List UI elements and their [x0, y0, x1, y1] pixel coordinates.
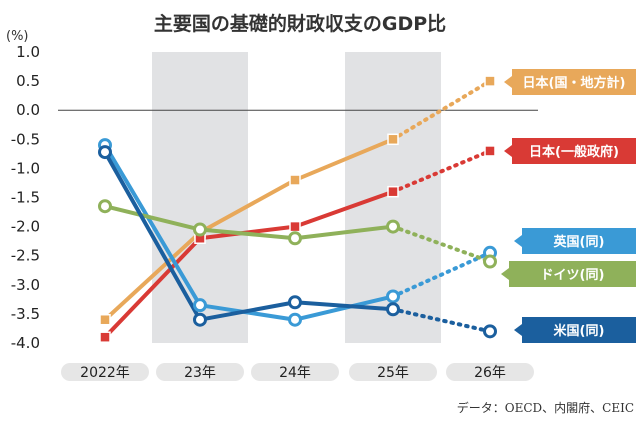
source-note: データ：OECD、内閣府、CEIC: [457, 400, 634, 415]
data-point: [288, 231, 302, 246]
y-tick-label: -1.0: [11, 159, 40, 177]
series-projection-line: [391, 250, 492, 299]
series-projection-line: [391, 307, 492, 334]
series-label: ドイツ(同): [541, 268, 605, 283]
series-tag-pointer: [504, 76, 512, 88]
series-label: 日本(一般政府): [529, 144, 619, 160]
data-point: [98, 145, 112, 160]
x-tick-label: 24年: [279, 365, 311, 381]
y-tick-label: -2.0: [11, 218, 40, 236]
x-tick-label: 25年: [377, 365, 409, 381]
series-tag: [512, 138, 636, 164]
series-label: 日本(国・地方計): [523, 75, 626, 91]
series-tag: [522, 317, 636, 343]
y-tick-label: -1.5: [11, 189, 40, 207]
chart-title: 主要国の基礎的財政収支のGDP比: [154, 12, 446, 35]
series-label: 英国(同): [553, 234, 605, 250]
y-tick-label: -4.0: [11, 334, 40, 352]
x-tick-pill: [61, 363, 149, 381]
series-tag-pointer: [501, 268, 509, 280]
y-tick-label: -3.0: [11, 276, 40, 294]
series-line: [103, 204, 395, 241]
x-tick-pill: [446, 363, 534, 381]
series-projection-line: [391, 224, 492, 264]
shaded-band: [152, 52, 248, 343]
x-tick-pill: [251, 363, 339, 381]
data-point: [386, 289, 400, 304]
x-tick-pill: [156, 363, 244, 381]
data-point: [484, 145, 496, 157]
x-tick-label: 26年: [474, 365, 506, 381]
x-tick-label: 23年: [184, 365, 216, 381]
data-point: [387, 133, 399, 146]
data-point: [98, 199, 112, 214]
data-point: [483, 324, 497, 339]
data-point: [99, 331, 111, 343]
y-tick-label: -2.5: [11, 247, 40, 265]
y-tick-label: 0.5: [16, 72, 40, 90]
data-point: [289, 174, 301, 186]
x-tick-label: 2022年: [80, 365, 130, 381]
series-label: 米国(同): [554, 323, 605, 339]
data-point: [193, 312, 207, 327]
series-projection-line: [391, 148, 492, 194]
series-tag: [512, 69, 636, 95]
data-point: [289, 220, 301, 233]
series-tag-pointer: [504, 145, 512, 157]
series-line: [103, 137, 395, 322]
data-point: [288, 312, 302, 327]
y-tick-label: 0.0: [16, 101, 40, 119]
data-point: [386, 302, 400, 317]
data-point: [483, 254, 497, 269]
data-point: [193, 222, 207, 237]
series-tag: [522, 228, 636, 254]
series-tag-pointer: [514, 324, 522, 336]
y-tick-label: -3.5: [11, 305, 40, 323]
series-tag: [509, 261, 636, 287]
y-tick-label: 1.0: [16, 43, 40, 61]
data-point: [387, 185, 399, 198]
y-unit-label: (%): [6, 29, 29, 44]
y-tick-label: -0.5: [11, 130, 40, 148]
series-line: [103, 150, 395, 322]
x-tick-pill: [349, 363, 437, 381]
data-point: [99, 313, 111, 326]
data-point: [288, 295, 302, 310]
data-point: [193, 298, 207, 313]
data-point: [386, 219, 400, 234]
data-point: [484, 75, 496, 87]
series-tag-pointer: [514, 235, 522, 247]
